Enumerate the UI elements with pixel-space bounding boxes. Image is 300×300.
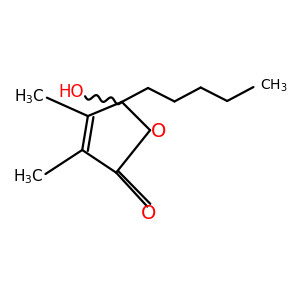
Text: H$_3$C: H$_3$C bbox=[14, 87, 45, 106]
Text: O: O bbox=[141, 204, 156, 223]
Text: H$_3$C: H$_3$C bbox=[13, 167, 43, 186]
Text: HO: HO bbox=[58, 83, 84, 101]
Text: O: O bbox=[151, 122, 166, 141]
Text: CH$_3$: CH$_3$ bbox=[260, 77, 288, 94]
